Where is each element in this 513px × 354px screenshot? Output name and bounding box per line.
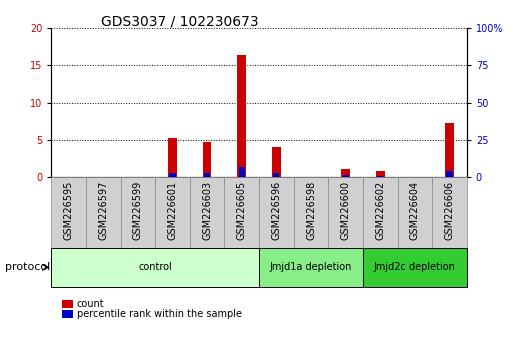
- Bar: [432, 177, 467, 248]
- Text: GSM226596: GSM226596: [271, 181, 281, 240]
- Bar: [204, 173, 210, 177]
- Text: control: control: [139, 262, 172, 272]
- Bar: [86, 177, 121, 248]
- Bar: [293, 177, 328, 248]
- Bar: [341, 169, 350, 177]
- Text: GDS3037 / 102230673: GDS3037 / 102230673: [101, 14, 259, 28]
- Bar: [259, 248, 363, 287]
- Text: percentile rank within the sample: percentile rank within the sample: [77, 309, 242, 319]
- Bar: [343, 175, 349, 177]
- Bar: [239, 167, 245, 177]
- Text: count: count: [77, 299, 105, 309]
- Bar: [445, 124, 454, 177]
- Bar: [238, 55, 246, 177]
- Text: GSM226602: GSM226602: [376, 181, 385, 240]
- Bar: [377, 176, 383, 177]
- Bar: [328, 177, 363, 248]
- Bar: [259, 177, 293, 248]
- Bar: [155, 177, 190, 248]
- Text: GSM226600: GSM226600: [341, 181, 350, 240]
- Text: GSM226606: GSM226606: [445, 181, 455, 240]
- Bar: [376, 171, 385, 177]
- Bar: [446, 171, 452, 177]
- Bar: [225, 177, 259, 248]
- Text: GSM226597: GSM226597: [98, 181, 108, 240]
- Text: GSM226595: GSM226595: [64, 181, 73, 240]
- Bar: [51, 248, 259, 287]
- Bar: [272, 147, 281, 177]
- Bar: [169, 172, 175, 177]
- Bar: [203, 142, 211, 177]
- Bar: [121, 177, 155, 248]
- Text: GSM226605: GSM226605: [237, 181, 247, 240]
- Text: GSM226599: GSM226599: [133, 181, 143, 240]
- Text: GSM226601: GSM226601: [168, 181, 177, 240]
- Bar: [168, 138, 177, 177]
- Text: GSM226603: GSM226603: [202, 181, 212, 240]
- Bar: [363, 248, 467, 287]
- Text: Jmjd1a depletion: Jmjd1a depletion: [270, 262, 352, 272]
- Text: Jmjd2c depletion: Jmjd2c depletion: [374, 262, 456, 272]
- Bar: [51, 177, 86, 248]
- Bar: [398, 177, 432, 248]
- Text: protocol: protocol: [5, 262, 50, 272]
- Text: GSM226604: GSM226604: [410, 181, 420, 240]
- Bar: [273, 173, 280, 177]
- Text: GSM226598: GSM226598: [306, 181, 316, 240]
- Bar: [190, 177, 225, 248]
- Bar: [363, 177, 398, 248]
